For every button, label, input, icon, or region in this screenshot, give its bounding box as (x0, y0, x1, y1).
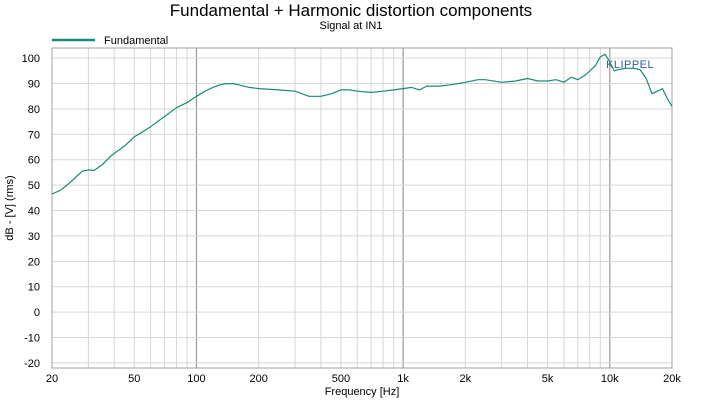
x-tick-label: 10k (601, 373, 619, 385)
y-tick-label: 40 (28, 206, 40, 218)
y-tick-label: -10 (24, 333, 40, 345)
y-tick-label: 60 (28, 155, 40, 167)
x-tick-label: 5k (542, 373, 554, 385)
y-tick-label: 30 (28, 231, 40, 243)
y-tick-label: 100 (22, 53, 40, 65)
x-tick-label: 500 (332, 373, 350, 385)
grid (51, 48, 673, 368)
series-group (51, 53, 673, 195)
y-tick-label: 80 (28, 104, 40, 116)
y-tick-label: 10 (28, 282, 40, 294)
series-line-fundamental (51, 53, 673, 195)
x-tick-label: 100 (187, 373, 205, 385)
legend-label-fundamental: Fundamental (104, 35, 168, 47)
y-tick-label: 0 (34, 307, 40, 319)
x-axis-ticks: 20 50 100 200 500 1k 2k 5k 10k 20k (46, 373, 681, 385)
y-tick-label: 90 (28, 79, 40, 91)
chart-title: Fundamental + Harmonic distortion compon… (170, 1, 532, 20)
x-tick-label: 20k (663, 373, 681, 385)
legend: Fundamental (52, 35, 168, 47)
y-axis-label: dB - [V] (rms) (4, 175, 16, 240)
x-tick-label: 50 (128, 373, 140, 385)
x-axis-label: Frequency [Hz] (325, 386, 400, 398)
x-tick-label: 200 (249, 373, 267, 385)
y-tick-label: 50 (28, 180, 40, 192)
klippel-watermark: KLIPPEL (606, 59, 654, 71)
plot-frame (51, 47, 673, 369)
x-tick-label: 20 (46, 373, 58, 385)
y-tick-label: 70 (28, 129, 40, 141)
y-tick-label: 20 (28, 256, 40, 268)
x-tick-label: 2k (460, 373, 472, 385)
chart-subtitle: Signal at IN1 (320, 20, 383, 32)
y-axis-ticks: -20 -10 0 10 20 30 40 50 60 70 80 90 100 (22, 53, 40, 370)
y-tick-label: -20 (24, 358, 40, 370)
x-tick-label: 1k (397, 373, 409, 385)
plot-border (51, 47, 673, 369)
